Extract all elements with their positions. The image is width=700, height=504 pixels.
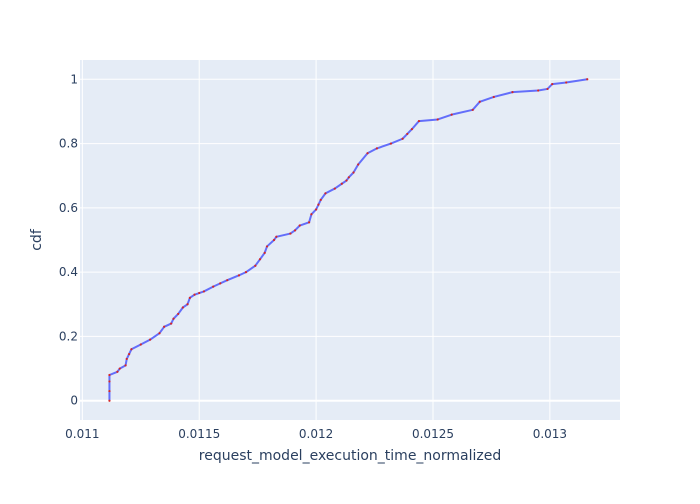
x-tick-label: 0.013 <box>533 427 567 441</box>
data-point <box>345 179 348 182</box>
data-point <box>406 132 409 136</box>
data-point <box>219 282 222 285</box>
data-point <box>108 380 111 383</box>
y-tick-label: 0.8 <box>59 137 78 151</box>
data-point <box>340 182 343 185</box>
data-point <box>149 338 152 341</box>
y-tick-label: 0 <box>70 394 78 408</box>
x-tick-label: 0.0125 <box>412 427 454 441</box>
x-tick-label: 0.012 <box>299 427 333 441</box>
data-point <box>172 317 175 320</box>
data-point <box>181 306 184 309</box>
data-point <box>317 203 320 206</box>
data-point <box>118 367 121 370</box>
y-tick-label: 1 <box>70 72 78 86</box>
data-point <box>436 118 439 121</box>
data-point <box>347 176 350 179</box>
data-point <box>511 91 514 94</box>
data-point <box>130 348 133 351</box>
data-point <box>244 271 248 274</box>
data-point <box>375 147 378 150</box>
data-point <box>324 192 327 195</box>
data-point <box>263 251 266 254</box>
y-tick-label: 0.2 <box>59 329 78 343</box>
data-point <box>125 357 128 361</box>
data-point <box>366 152 369 155</box>
data-point <box>546 87 549 91</box>
data-point <box>333 187 336 190</box>
data-point <box>127 353 131 356</box>
data-point <box>116 370 119 373</box>
grid-lines <box>80 60 620 420</box>
x-axis-title: request_model_execution_time_normalized <box>199 448 501 464</box>
data-point <box>186 303 189 306</box>
series-layer <box>108 78 589 402</box>
data-point <box>307 221 311 224</box>
data-point <box>237 274 241 277</box>
data-point <box>586 78 589 81</box>
data-point <box>310 213 313 216</box>
data-point <box>551 83 554 86</box>
data-point <box>158 332 161 335</box>
data-point <box>389 142 393 145</box>
data-point <box>124 364 127 367</box>
data-point <box>450 113 453 116</box>
data-point <box>478 100 481 103</box>
data-point <box>258 258 262 261</box>
data-point <box>108 389 111 393</box>
data-point <box>315 208 318 211</box>
plot-background <box>80 60 620 420</box>
data-point <box>265 245 269 248</box>
y-tick-label: 0.6 <box>59 201 78 215</box>
data-point <box>401 137 404 140</box>
data-point <box>298 224 301 227</box>
data-point <box>471 108 474 111</box>
data-point <box>202 290 205 293</box>
y-axis-title: cdf <box>29 228 45 251</box>
data-point <box>198 291 201 295</box>
data-point <box>352 171 355 174</box>
data-point <box>108 399 111 402</box>
data-point <box>565 81 568 84</box>
data-point <box>193 293 196 296</box>
x-tick-label: 0.0115 <box>178 427 220 441</box>
data-point <box>254 264 257 267</box>
data-point <box>492 95 495 99</box>
data-point <box>293 229 297 232</box>
y-tick-label: 0.4 <box>59 265 78 279</box>
data-point <box>537 89 540 92</box>
data-point <box>289 232 292 235</box>
x-tick-label: 0.011 <box>65 427 99 441</box>
data-point <box>163 325 166 328</box>
data-point <box>272 238 276 242</box>
data-point <box>177 312 180 316</box>
data-point <box>319 198 322 201</box>
tick-labels: 0.011 0.0115 0.012 0.0125 0.013 0 0.2 0.4 0.6 0.8… <box>59 72 567 441</box>
data-point <box>170 322 173 325</box>
data-point <box>139 343 142 346</box>
data-point <box>417 119 421 123</box>
data-point <box>226 279 229 282</box>
data-point <box>357 163 360 166</box>
data-point <box>410 128 414 131</box>
data-point <box>108 373 111 377</box>
data-point <box>212 285 215 288</box>
data-point <box>275 235 278 238</box>
data-point <box>188 296 191 299</box>
